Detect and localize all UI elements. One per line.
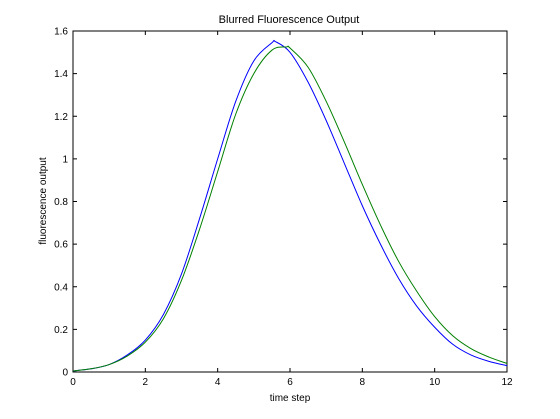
axis-ticks <box>72 30 508 373</box>
x-axis-label: time step <box>270 393 311 404</box>
x-tick-label: 6 <box>287 377 293 388</box>
y-tick-label: 1.6 <box>54 27 68 38</box>
series-line-1 <box>72 39 508 372</box>
x-tick-label: 8 <box>360 377 366 388</box>
axes-box <box>72 30 508 373</box>
y-tick-label: 0.8 <box>54 197 68 208</box>
x-tick-label: 10 <box>429 377 441 388</box>
x-tick-label: 2 <box>143 377 149 388</box>
y-tick-label: 1.4 <box>54 69 68 80</box>
tick-labels: 0 2 4 6 8 10 12 0 0.2 0.4 0.6 0.8 1 1.2 1.4 1.6 <box>54 27 513 389</box>
x-tick-label: 4 <box>215 377 221 388</box>
series-group <box>72 39 508 372</box>
y-tick-label: 1.2 <box>54 112 68 123</box>
plot-area <box>72 30 508 373</box>
x-tick-label: 12 <box>501 377 513 388</box>
chart-title: Blurred Fluorescence Output <box>219 14 360 26</box>
y-tick-label: 0.6 <box>54 240 68 251</box>
y-tick-label: 1 <box>62 154 68 165</box>
y-axis-label: fluorescence output <box>38 157 49 245</box>
series-line-2 <box>72 45 508 372</box>
x-tick-label: 0 <box>70 377 76 388</box>
y-tick-label: 0.2 <box>54 325 68 336</box>
y-tick-label: 0 <box>62 368 68 379</box>
y-tick-label: 0.4 <box>54 282 68 293</box>
